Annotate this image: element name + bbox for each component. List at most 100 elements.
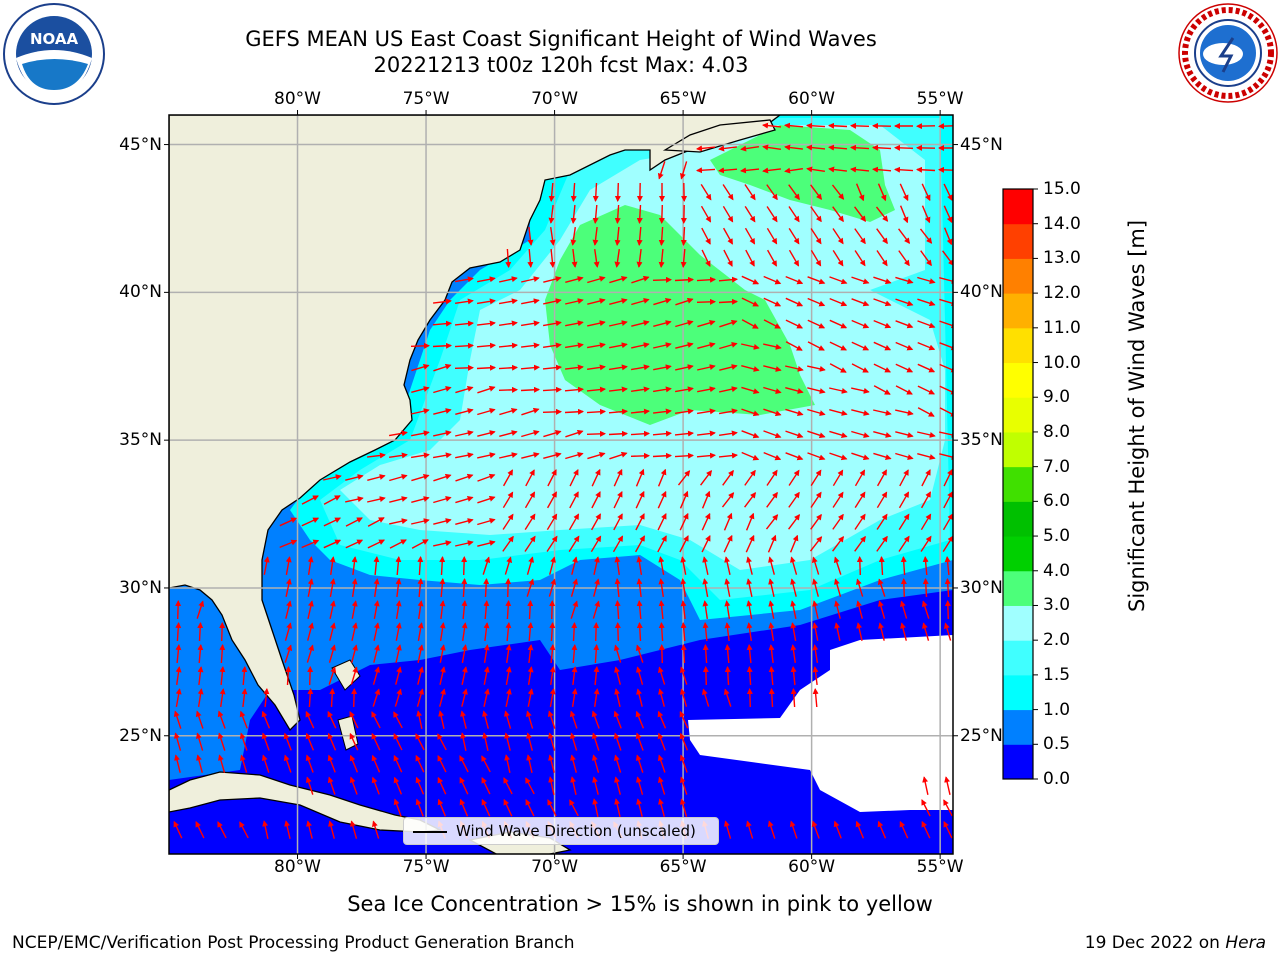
- wave-direction-arrow: [481, 755, 491, 773]
- wave-direction-arrow: [461, 666, 468, 685]
- wave-direction-arrow: [810, 249, 822, 267]
- wave-direction-arrow: [483, 600, 490, 620]
- wave-direction-arrow: [741, 319, 759, 329]
- wave-direction-arrow: [521, 298, 540, 305]
- wave-direction-arrow: [718, 276, 738, 283]
- colorbar: [1002, 188, 1038, 780]
- wave-direction-arrow: [741, 430, 760, 439]
- wave-direction-arrow: [724, 644, 731, 664]
- wave-direction-arrow: [851, 276, 870, 285]
- wave-direction-arrow: [696, 408, 716, 415]
- wave-direction-arrow: [305, 710, 315, 729]
- wave-direction-arrow: [301, 539, 320, 549]
- wave-direction-arrow: [722, 184, 734, 201]
- wave-direction-arrow: [679, 688, 688, 707]
- wave-direction-arrow: [745, 534, 755, 553]
- wave-direction-arrow: [806, 144, 826, 151]
- wave-direction-arrow: [657, 490, 667, 509]
- wave-direction-arrow: [697, 342, 716, 349]
- wave-direction-arrow: [635, 468, 645, 487]
- wave-direction-arrow: [635, 710, 645, 729]
- wave-direction-arrow: [812, 622, 819, 641]
- wave-direction-arrow: [571, 688, 578, 708]
- wave-direction-arrow: [658, 556, 665, 576]
- wave-direction-arrow: [477, 452, 496, 459]
- wave-direction-arrow: [900, 622, 907, 641]
- wave-direction-arrow: [679, 161, 688, 180]
- wave-direction-arrow: [565, 298, 584, 305]
- wave-direction-arrow: [718, 430, 738, 437]
- wave-direction-arrow: [785, 319, 804, 329]
- wave-direction-arrow: [900, 578, 907, 598]
- wave-direction-arrow: [305, 754, 314, 773]
- wave-direction-arrow: [549, 622, 556, 642]
- wave-direction-arrow: [570, 182, 577, 202]
- wave-direction-arrow: [195, 710, 204, 729]
- wave-direction-arrow: [895, 363, 914, 373]
- wave-direction-arrow: [789, 820, 798, 839]
- wave-direction-arrow: [285, 578, 292, 597]
- wave-direction-arrow: [917, 407, 935, 417]
- wave-direction-arrow: [437, 776, 447, 795]
- colorbar-swatch: [1003, 536, 1033, 572]
- colorbar-swatch: [1003, 327, 1033, 364]
- wave-direction-arrow: [746, 600, 753, 620]
- wave-direction-arrow: [828, 166, 847, 173]
- wave-direction-arrow: [608, 430, 628, 437]
- wave-direction-arrow: [658, 600, 665, 620]
- graticule: [169, 115, 953, 854]
- wave-direction-arrow: [855, 578, 864, 597]
- wave-direction-arrow: [328, 820, 335, 839]
- wave-direction-arrow: [653, 408, 672, 415]
- wave-direction-arrow: [939, 453, 953, 460]
- wave-direction-arrow: [455, 540, 474, 547]
- wave-direction-arrow: [652, 452, 672, 459]
- wave-direction-arrow: [697, 364, 716, 371]
- wave-direction-arrow: [679, 732, 689, 751]
- wave-direction-arrow: [307, 688, 314, 708]
- wave-direction-arrow: [477, 276, 496, 283]
- colorbar-swatch: [1003, 466, 1033, 502]
- wave-direction-arrow: [788, 469, 800, 486]
- wave-direction-arrow: [175, 600, 182, 620]
- wave-direction-arrow: [371, 754, 381, 773]
- wave-direction-arrow: [527, 644, 534, 663]
- wave-direction-arrow: [677, 470, 691, 486]
- wave-direction-arrow: [524, 491, 536, 509]
- wave-direction-arrow: [547, 732, 556, 751]
- wave-direction-arrow: [586, 364, 606, 371]
- lon-label-bottom: 55°W: [916, 857, 964, 877]
- wave-direction-arrow: [367, 474, 386, 481]
- wave-direction-arrow: [542, 408, 562, 415]
- wave-direction-arrow: [279, 517, 298, 527]
- wave-direction-arrow: [766, 491, 778, 508]
- colorbar-swatch: [1003, 674, 1033, 711]
- wave-direction-arrow: [367, 496, 386, 503]
- wave-direction-arrow: [895, 385, 913, 395]
- wave-band-3-0-center: [545, 205, 815, 425]
- wave-direction-arrow: [481, 798, 491, 817]
- footer-date-text: 19 Dec 2022 on: [1084, 933, 1226, 953]
- lon-label-bottom: 75°W: [402, 857, 450, 877]
- wave-direction-arrow: [477, 385, 496, 394]
- wave-direction-arrow: [943, 491, 953, 509]
- wave-direction-arrow: [542, 386, 562, 393]
- wave-direction-arrow: [719, 364, 738, 371]
- wave-direction-arrow: [917, 385, 936, 395]
- wave-direction-arrow: [657, 732, 666, 751]
- wave-direction-arrow: [917, 276, 936, 285]
- wave-direction-arrow: [455, 518, 474, 525]
- wave-direction-arrow: [658, 578, 665, 598]
- wave-direction-arrow: [829, 430, 848, 439]
- wave-direction-arrow: [592, 776, 599, 795]
- wave-direction-arrow: [766, 249, 778, 267]
- wave-direction-arrow: [483, 644, 490, 664]
- wave-direction-arrow: [832, 250, 844, 267]
- colorbar-title: Significant Height of Wind Waves [m]: [1125, 219, 1149, 612]
- wave-direction-arrow: [477, 495, 496, 504]
- wave-direction-arrow: [373, 556, 380, 576]
- wave-direction-arrow: [481, 776, 491, 795]
- wave-direction-arrow: [432, 452, 452, 459]
- wave-direction-arrow: [790, 644, 797, 664]
- wave-direction-arrow: [345, 496, 364, 503]
